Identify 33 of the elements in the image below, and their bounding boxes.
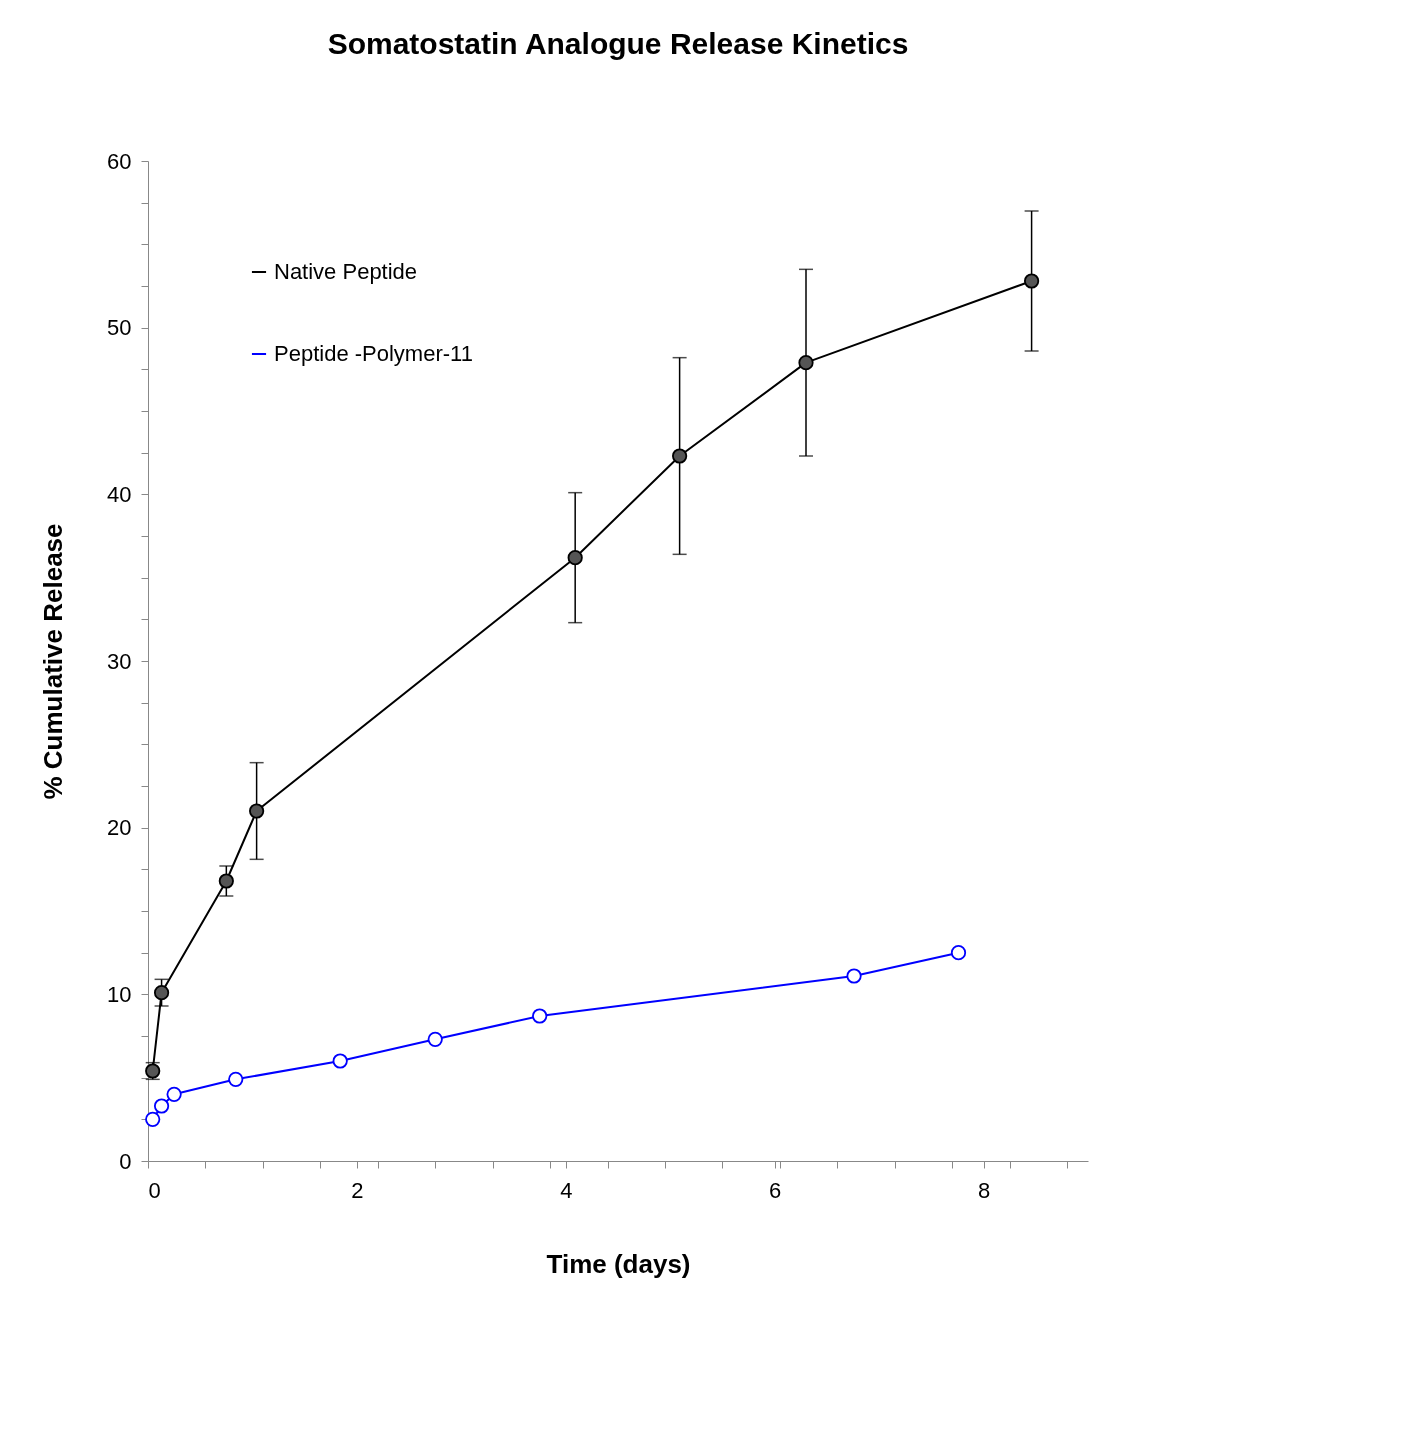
point bbox=[249, 803, 265, 819]
point bbox=[950, 945, 967, 961]
point bbox=[567, 550, 583, 566]
y-tick-label: 30 bbox=[107, 648, 132, 674]
x-tick-label: 6 bbox=[769, 1177, 782, 1203]
y-tick-label: 60 bbox=[107, 148, 132, 174]
x-axis-title: Time (days) bbox=[546, 1248, 691, 1279]
x-tick-label: 2 bbox=[351, 1177, 364, 1203]
point bbox=[218, 873, 234, 889]
y-tick-label: 50 bbox=[107, 315, 132, 341]
x-tick-label: 4 bbox=[560, 1177, 573, 1203]
point bbox=[153, 985, 170, 1001]
y-tick-label: 40 bbox=[107, 481, 132, 507]
legend-label: Native Peptide bbox=[274, 259, 418, 284]
point bbox=[427, 1031, 443, 1047]
legend-label: Peptide -Polymer-11 bbox=[274, 341, 473, 366]
point bbox=[166, 1086, 182, 1102]
y-tick-label: 0 bbox=[119, 1148, 132, 1174]
point bbox=[846, 968, 862, 984]
point bbox=[332, 1053, 348, 1069]
point bbox=[145, 1111, 161, 1127]
point bbox=[532, 1008, 548, 1024]
point bbox=[228, 1071, 244, 1087]
x-tick-label: 0 bbox=[148, 1177, 161, 1203]
chart-title: Somatostatin Analogue Release Kinetics bbox=[327, 27, 909, 60]
point bbox=[798, 355, 814, 371]
y-tick-label: 20 bbox=[107, 815, 132, 841]
y-tick-label: 10 bbox=[107, 981, 132, 1007]
point bbox=[672, 448, 688, 464]
point bbox=[1023, 273, 1040, 289]
y-axis-title: % Cumulative Release bbox=[38, 523, 69, 800]
point bbox=[153, 1098, 170, 1114]
x-tick-label: 8 bbox=[977, 1177, 991, 1203]
